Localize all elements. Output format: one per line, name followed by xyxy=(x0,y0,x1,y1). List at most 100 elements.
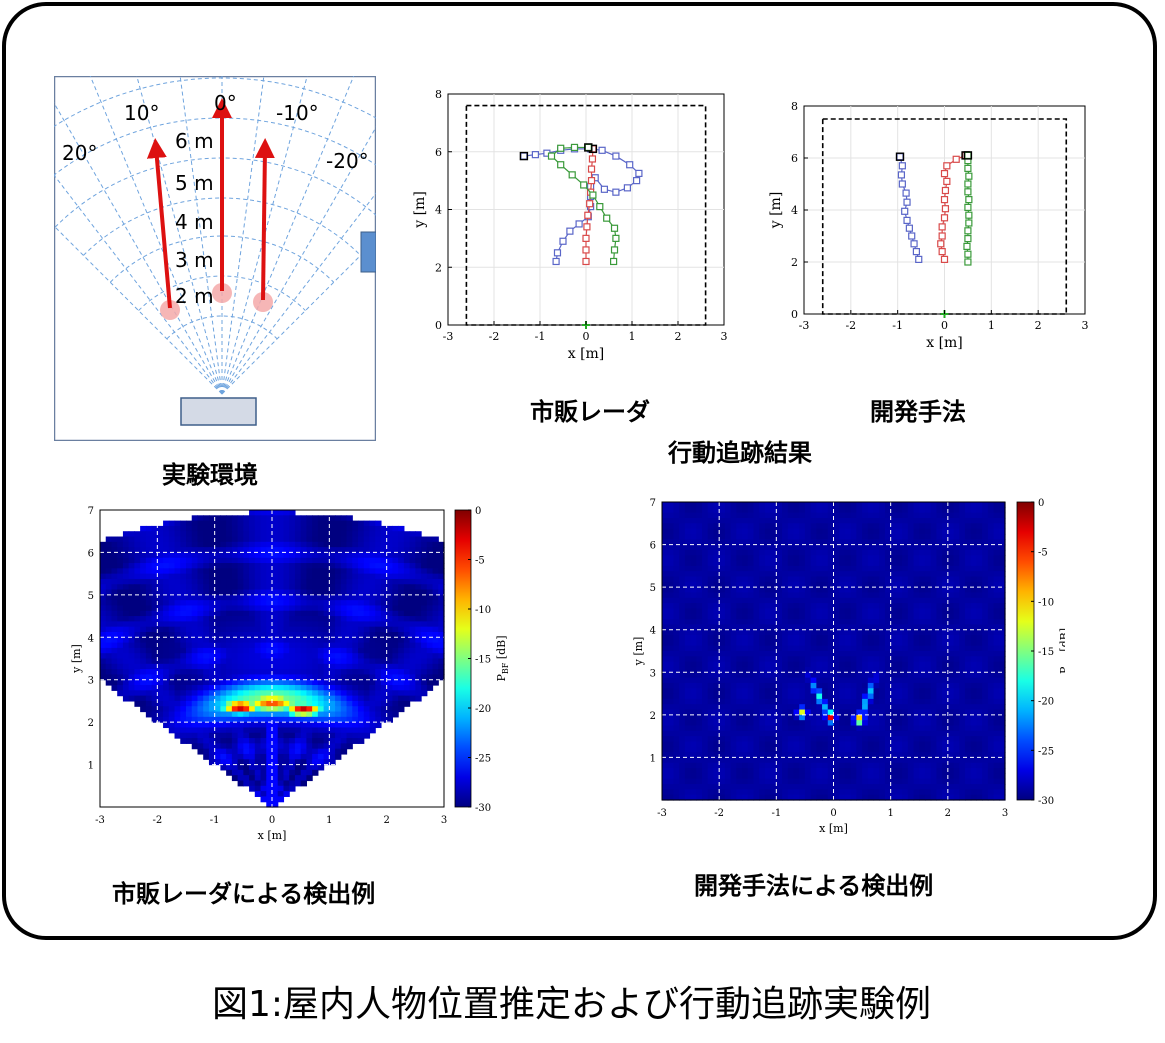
heatmap-cell xyxy=(105,626,113,633)
heatmap-cell xyxy=(810,666,817,673)
heatmap-cell xyxy=(403,594,411,601)
heatmap-cell xyxy=(719,603,726,610)
heatmap-cell xyxy=(363,631,371,638)
heatmap-cell xyxy=(959,539,966,546)
heatmap-cell xyxy=(924,565,932,572)
heatmap-cell xyxy=(930,533,937,540)
heatmap-cell xyxy=(724,672,732,679)
heatmap-cell xyxy=(432,563,439,569)
heatmap-cell xyxy=(844,502,852,508)
heatmap-cell xyxy=(764,629,772,636)
heatmap-cell xyxy=(363,647,371,654)
heatmap-cell xyxy=(896,592,903,599)
heatmap-cell xyxy=(415,679,422,686)
heatmap-cell xyxy=(432,573,439,580)
heatmap-cell xyxy=(277,653,285,660)
heatmap-cell xyxy=(226,621,233,628)
heatmap-cell xyxy=(329,563,336,569)
heatmap-cell xyxy=(793,624,800,631)
heatmap-cell xyxy=(180,722,187,729)
heatmap-cell xyxy=(100,658,107,665)
heatmap-cell xyxy=(942,592,949,599)
heatmap-cell xyxy=(690,619,697,625)
heatmap-cell xyxy=(822,555,829,562)
heatmap-cell xyxy=(862,528,869,535)
heatmap-cell xyxy=(839,603,846,610)
heatmap-cell xyxy=(415,685,422,691)
heatmap-cell xyxy=(260,780,267,787)
heatmap-cell xyxy=(174,706,181,713)
heatmap-cell xyxy=(157,695,164,702)
heatmap-cell xyxy=(942,661,949,668)
heatmap-cell xyxy=(759,624,766,631)
heatmap-cell xyxy=(329,642,336,649)
heatmap-cell xyxy=(272,658,279,665)
heatmap-cell xyxy=(340,748,348,755)
heatmap-cell xyxy=(844,688,852,695)
heatmap-cell xyxy=(747,603,755,610)
heatmap-cell xyxy=(266,669,273,676)
heatmap-cell xyxy=(913,635,920,641)
radar-device xyxy=(180,397,257,426)
heatmap-cell xyxy=(822,629,829,636)
heatmap-cell xyxy=(145,647,153,654)
heatmap-cell xyxy=(312,738,319,744)
heatmap-cell xyxy=(942,608,949,615)
heatmap-cell xyxy=(930,693,937,700)
heatmap-cell xyxy=(867,624,875,631)
heatmap-cell xyxy=(323,573,330,580)
heatmap-cell xyxy=(662,619,669,625)
heatmap-cell xyxy=(799,613,806,620)
heatmap-cell xyxy=(702,613,709,620)
heatmap-cell xyxy=(719,613,726,620)
heatmap-cell xyxy=(237,743,244,750)
heatmap-cell xyxy=(873,539,880,546)
heatmap-cell xyxy=(902,666,909,673)
heatmap-cell xyxy=(862,656,869,663)
heatmap-cell xyxy=(111,568,118,575)
heatmap-cell xyxy=(134,658,141,665)
heatmap-cell xyxy=(140,594,147,601)
heatmap-cell xyxy=(335,690,342,697)
heatmap-cell xyxy=(386,695,393,702)
heatmap-cell xyxy=(380,563,388,569)
heatmap-cell xyxy=(105,674,113,681)
heatmap-cell xyxy=(306,685,313,691)
heatmap-cell xyxy=(186,600,193,607)
heatmap-cell xyxy=(856,571,863,578)
heatmap-cell xyxy=(266,743,273,750)
heatmap-cell xyxy=(787,677,795,684)
heatmap-cell xyxy=(942,581,949,588)
heatmap-cell xyxy=(736,502,743,508)
heatmap-cell xyxy=(719,502,726,508)
heatmap-cell xyxy=(982,581,989,588)
heatmap-cell xyxy=(277,600,285,607)
heatmap-cell xyxy=(180,589,187,596)
heatmap-cell xyxy=(180,541,187,548)
track-point xyxy=(610,257,618,266)
heatmap-cell xyxy=(243,610,250,617)
heatmap-cell xyxy=(822,688,829,695)
heatmap-cell xyxy=(924,661,932,668)
heatmap-cell xyxy=(317,610,325,617)
heatmap-cell xyxy=(856,677,863,684)
heatmap-cell xyxy=(134,610,141,617)
heatmap-cell xyxy=(879,645,886,652)
heatmap-cell xyxy=(294,563,302,569)
heatmap-cell xyxy=(730,517,737,524)
heatmap-cell xyxy=(340,584,348,591)
heatmap-cell xyxy=(662,651,669,657)
heatmap-cell xyxy=(220,573,227,580)
heatmap-cell xyxy=(696,661,703,668)
heatmap-cell xyxy=(816,512,823,519)
heatmap-cell xyxy=(679,619,686,625)
heatmap-cell xyxy=(839,640,846,647)
heatmap-cell xyxy=(168,631,176,638)
heatmap-cell xyxy=(186,722,193,729)
heatmap-cell xyxy=(329,525,336,532)
heatmap-cell xyxy=(145,637,153,644)
heatmap-cell xyxy=(753,624,760,631)
heatmap-cell xyxy=(936,560,943,567)
heatmap-cell xyxy=(272,525,279,532)
heatmap-cell xyxy=(759,613,766,620)
